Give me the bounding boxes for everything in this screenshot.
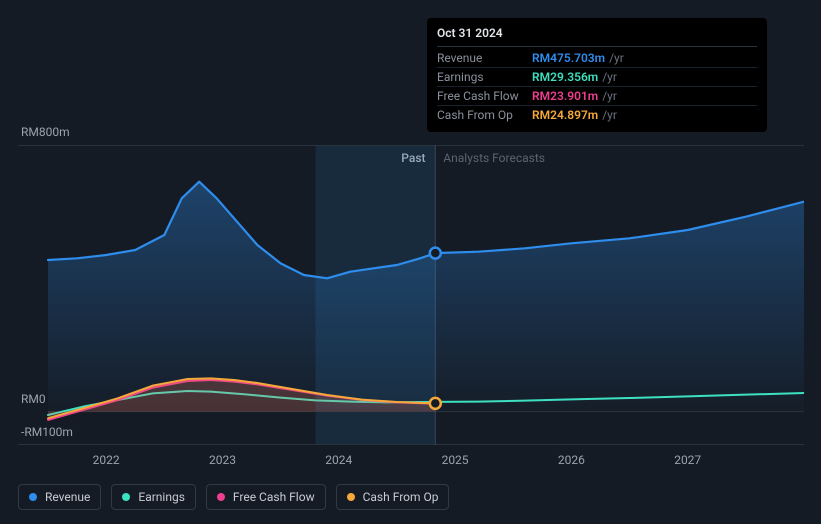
tooltip-row-unit: /yr	[602, 89, 617, 103]
tooltip-row-unit: /yr	[602, 108, 617, 122]
chart-plot[interactable]	[18, 145, 804, 447]
x-axis-label: 2025	[442, 453, 469, 467]
y-axis-label: RM800m	[21, 125, 70, 139]
tooltip-row: Cash From OpRM24.897m/yr	[437, 106, 757, 124]
legend-item-revenue[interactable]: Revenue	[18, 484, 101, 510]
legend-dot-icon	[217, 493, 225, 501]
financial-chart: Oct 31 2024RevenueRM475.703m/yrEarningsR…	[0, 0, 821, 524]
tooltip-row-label: Free Cash Flow	[437, 89, 532, 103]
tooltip-row-value: RM475.703m	[532, 51, 605, 65]
x-axis-label: 2022	[93, 453, 120, 467]
x-axis-label: 2026	[558, 453, 585, 467]
legend-dot-icon	[122, 493, 130, 501]
legend-label: Earnings	[138, 490, 185, 504]
legend-item-cfo[interactable]: Cash From Op	[336, 484, 450, 510]
legend-label: Cash From Op	[363, 490, 439, 504]
legend-item-earnings[interactable]: Earnings	[111, 484, 196, 510]
tooltip-row: Free Cash FlowRM23.901m/yr	[437, 87, 757, 106]
tooltip-row: EarningsRM29.356m/yr	[437, 68, 757, 87]
legend-dot-icon	[29, 493, 37, 501]
tooltip-row-label: Cash From Op	[437, 108, 532, 122]
tooltip-row-label: Earnings	[437, 70, 532, 84]
chart-tooltip: Oct 31 2024RevenueRM475.703m/yrEarningsR…	[427, 18, 767, 132]
legend-label: Free Cash Flow	[233, 490, 315, 504]
tooltip-date: Oct 31 2024	[437, 26, 757, 47]
tooltip-row-value: RM23.901m	[532, 89, 598, 103]
tooltip-row-value: RM29.356m	[532, 70, 598, 84]
x-axis-label: 2023	[209, 453, 236, 467]
tooltip-row: RevenueRM475.703m/yr	[437, 49, 757, 68]
legend-item-fcf[interactable]: Free Cash Flow	[206, 484, 326, 510]
legend-label: Revenue	[45, 490, 90, 504]
tooltip-row-unit: /yr	[602, 70, 617, 84]
legend-dot-icon	[347, 493, 355, 501]
tooltip-row-value: RM24.897m	[532, 108, 598, 122]
x-axis-label: 2027	[674, 453, 701, 467]
x-axis-label: 2024	[325, 453, 352, 467]
tooltip-row-label: Revenue	[437, 51, 532, 65]
chart-legend: Revenue Earnings Free Cash Flow Cash From O…	[18, 484, 449, 510]
tooltip-row-unit: /yr	[609, 51, 624, 65]
